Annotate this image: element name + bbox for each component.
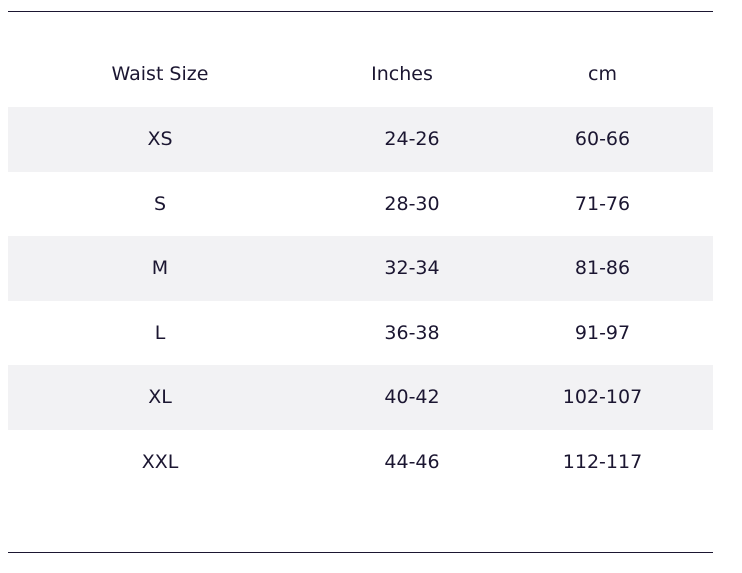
table-row: L 36-38 91-97 [8, 301, 713, 366]
cell-inches: 28-30 [384, 192, 440, 215]
table-row: XL 40-42 102-107 [8, 365, 713, 430]
waist-size-table: Waist Size Inches cm XS 24-26 60-66 S 28-30 7… [8, 41, 713, 494]
cell-size: L [154, 321, 166, 344]
cell-cm: 112-117 [562, 450, 643, 473]
cell-inches: 44-46 [384, 450, 440, 473]
cell-inches: 36-38 [384, 321, 440, 344]
cell-cm: 102-107 [492, 365, 713, 430]
cell-inches: 40-42 [312, 365, 492, 430]
cell-cm: 91-97 [574, 321, 631, 344]
header-cm: cm [588, 63, 617, 85]
cell-inches: 24-26 [312, 107, 492, 172]
header-waist-size: Waist Size [111, 63, 209, 85]
cell-cm: 81-86 [492, 236, 713, 301]
table-row: XXL 44-46 112-117 [8, 430, 713, 495]
bottom-divider [8, 552, 713, 553]
cell-cm: 60-66 [492, 107, 713, 172]
table-header-row: Waist Size Inches cm [8, 41, 713, 107]
cell-size: XXL [141, 450, 179, 473]
table-row: M 32-34 81-86 [8, 236, 713, 301]
header-inches: Inches [371, 63, 433, 85]
table-row: XS 24-26 60-66 [8, 107, 713, 172]
top-divider [8, 11, 713, 12]
cell-size: XL [8, 365, 312, 430]
cell-size: M [8, 236, 312, 301]
table-row: S 28-30 71-76 [8, 172, 713, 237]
cell-size: XS [8, 107, 312, 172]
cell-size: S [153, 192, 167, 215]
cell-cm: 71-76 [574, 192, 631, 215]
cell-inches: 32-34 [312, 236, 492, 301]
